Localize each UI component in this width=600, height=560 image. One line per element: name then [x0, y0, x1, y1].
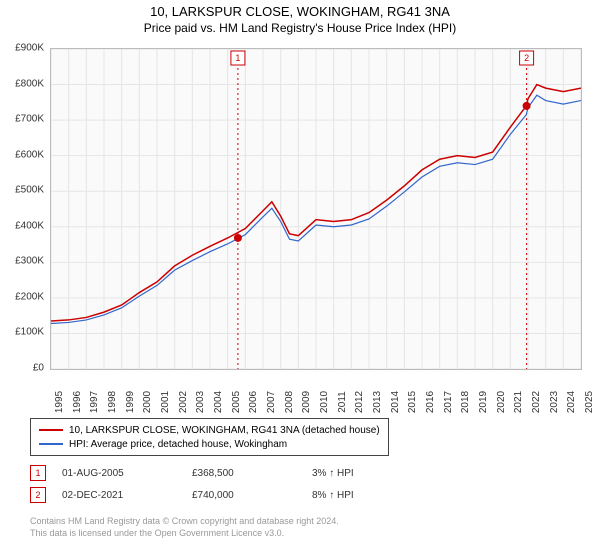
x-tick-label: 2013	[372, 391, 383, 413]
sale-marker-box: 2	[30, 487, 46, 503]
sale-diff: 8% ↑ HPI	[312, 490, 412, 501]
y-tick-label: £500K	[15, 185, 44, 196]
sale-marker-box: 1	[30, 465, 46, 481]
x-tick-label: 2022	[531, 391, 542, 413]
y-tick-label: £0	[33, 363, 44, 374]
x-tick-label: 2003	[195, 391, 206, 413]
legend-item: 10, LARKSPUR CLOSE, WOKINGHAM, RG41 3NA …	[39, 423, 380, 437]
legend-item: HPI: Average price, detached house, Woki…	[39, 437, 380, 451]
x-tick-label: 2009	[301, 391, 312, 413]
x-tick-label: 2011	[337, 391, 348, 413]
legend-swatch	[39, 443, 63, 445]
svg-text:2: 2	[524, 53, 529, 63]
sale-date: 01-AUG-2005	[62, 468, 192, 479]
y-tick-label: £800K	[15, 78, 44, 89]
sale-row: 2 02-DEC-2021£740,0008% ↑ HPI	[30, 484, 412, 506]
sale-price: £368,500	[192, 468, 312, 479]
legend-swatch	[39, 429, 63, 431]
x-tick-label: 2001	[160, 391, 171, 413]
y-tick-label: £400K	[15, 220, 44, 231]
x-tick-label: 2014	[390, 391, 401, 413]
x-tick-label: 2006	[248, 391, 259, 413]
x-tick-label: 1995	[54, 391, 65, 413]
x-tick-label: 2012	[354, 391, 365, 413]
x-tick-label: 1996	[72, 391, 83, 413]
x-tick-label: 1999	[125, 391, 136, 413]
chart-plot-area: 12	[50, 48, 582, 370]
x-tick-label: 2007	[266, 391, 277, 413]
chart-subtitle: Price paid vs. HM Land Registry's House …	[0, 21, 600, 35]
y-axis-labels: £0£100K£200K£300K£400K£500K£600K£700K£80…	[0, 48, 48, 368]
svg-text:1: 1	[235, 53, 240, 63]
sale-row: 1 01-AUG-2005£368,5003% ↑ HPI	[30, 462, 412, 484]
x-tick-label: 2008	[284, 391, 295, 413]
legend-label: 10, LARKSPUR CLOSE, WOKINGHAM, RG41 3NA …	[69, 425, 380, 436]
x-tick-label: 2021	[513, 391, 524, 413]
chart-title-block: 10, LARKSPUR CLOSE, WOKINGHAM, RG41 3NA …	[0, 0, 600, 35]
footnote: Contains HM Land Registry data © Crown c…	[30, 516, 339, 539]
y-tick-label: £300K	[15, 256, 44, 267]
x-tick-label: 2018	[460, 391, 471, 413]
y-tick-label: £200K	[15, 291, 44, 302]
x-tick-label: 2010	[319, 391, 330, 413]
x-tick-label: 2015	[407, 391, 418, 413]
sale-price: £740,000	[192, 490, 312, 501]
x-tick-label: 2024	[566, 391, 577, 413]
x-tick-label: 2019	[478, 391, 489, 413]
x-tick-label: 2025	[584, 391, 595, 413]
x-tick-label: 1998	[107, 391, 118, 413]
y-tick-label: £700K	[15, 114, 44, 125]
legend-box: 10, LARKSPUR CLOSE, WOKINGHAM, RG41 3NA …	[30, 418, 389, 456]
chart-svg: 12	[51, 49, 581, 369]
x-tick-label: 2005	[231, 391, 242, 413]
y-tick-label: £100K	[15, 327, 44, 338]
y-tick-label: £900K	[15, 43, 44, 54]
footnote-line2: This data is licensed under the Open Gov…	[30, 528, 339, 540]
x-tick-label: 2017	[443, 391, 454, 413]
chart-title: 10, LARKSPUR CLOSE, WOKINGHAM, RG41 3NA	[0, 4, 600, 19]
y-tick-label: £600K	[15, 149, 44, 160]
x-tick-label: 1997	[89, 391, 100, 413]
x-tick-label: 2004	[213, 391, 224, 413]
x-tick-label: 2016	[425, 391, 436, 413]
footnote-line1: Contains HM Land Registry data © Crown c…	[30, 516, 339, 528]
sale-date: 02-DEC-2021	[62, 490, 192, 501]
x-tick-label: 2002	[178, 391, 189, 413]
x-tick-label: 2000	[142, 391, 153, 413]
x-tick-label: 2023	[549, 391, 560, 413]
x-tick-label: 2020	[496, 391, 507, 413]
sale-diff: 3% ↑ HPI	[312, 468, 412, 479]
legend-label: HPI: Average price, detached house, Woki…	[69, 439, 287, 450]
sales-table: 1 01-AUG-2005£368,5003% ↑ HPI 2 02-DEC-2021…	[30, 462, 412, 506]
x-axis-labels: 1995 1996 1997 1998 1999 2000 2001 2002 2003 2004…	[50, 372, 580, 412]
